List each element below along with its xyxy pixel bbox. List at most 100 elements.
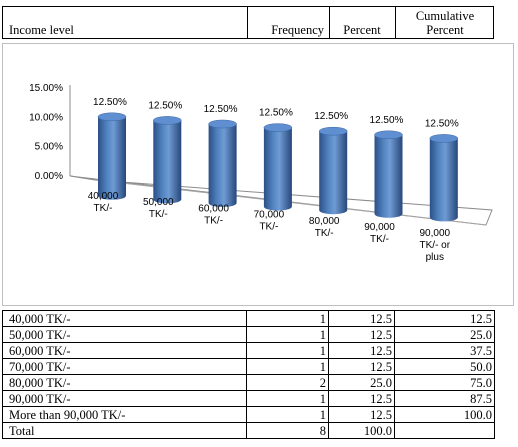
- row-frequency: 1: [246, 342, 329, 359]
- data-label: 12.50%: [204, 104, 238, 115]
- row-cumulative-percent: 75.0: [394, 374, 495, 391]
- row-cumulative-percent: 25.0: [394, 326, 495, 343]
- header-cumulative-line1: Cumulative: [415, 9, 475, 23]
- table-row: 50,000 TK/- 1 12.5 25.0: [2, 326, 495, 343]
- bar-body: [153, 120, 182, 204]
- row-frequency: 1: [246, 310, 329, 327]
- category-label: TK/-: [315, 228, 334, 239]
- row-label: 40,000 TK/-: [2, 310, 247, 327]
- row-cumulative-percent: 50.0: [394, 358, 495, 375]
- category-label: 90,000: [364, 222, 395, 233]
- bar-top: [374, 130, 403, 140]
- row-percent: 12.5: [328, 358, 395, 375]
- category-label: TK/-: [259, 222, 278, 233]
- header-percent-text: Percent: [343, 23, 381, 37]
- frequency-table: 40,000 TK/- 1 12.5 12.5 50,000 TK/- 1 12.5 25.0…: [2, 310, 495, 439]
- row-label: 60,000 TK/-: [2, 342, 247, 359]
- data-label: 12.50%: [148, 100, 182, 111]
- bar-body: [374, 134, 403, 218]
- table-row: Total 8 100.0: [2, 422, 495, 439]
- header-divider: [395, 7, 396, 38]
- table-row: 80,000 TK/- 2 25.0 75.0: [2, 374, 495, 391]
- header-cumulative-line2: Percent: [426, 23, 464, 37]
- row-percent: 25.0: [328, 374, 395, 391]
- row-frequency: 1: [246, 326, 329, 343]
- bar-top: [153, 116, 182, 125]
- category-label: plus: [426, 252, 444, 263]
- row-label: 70,000 TK/-: [2, 358, 247, 375]
- table-row: 40,000 TK/- 1 12.5 12.5: [2, 310, 495, 327]
- y-tick-label: 15.00%: [29, 83, 63, 94]
- income-chart: 0.00%5.00%10.00%15.00%12.50%40,000TK/-12…: [29, 83, 493, 263]
- table-row: 90,000 TK/- 1 12.5 87.5: [2, 390, 495, 407]
- bar: [97, 112, 127, 200]
- table-row: 60,000 TK/- 1 12.5 37.5: [2, 342, 495, 359]
- category-label: 60,000: [198, 203, 229, 214]
- y-tick-label: 0.00%: [35, 171, 63, 182]
- chart-bars: [97, 112, 459, 222]
- bar-top: [429, 134, 459, 143]
- row-frequency: 1: [246, 406, 329, 423]
- row-percent: 12.5: [328, 390, 395, 407]
- row-frequency: 1: [246, 358, 329, 375]
- table-row: 70,000 TK/- 1 12.5 50.0: [2, 358, 495, 375]
- row-cumulative-percent: 87.5: [394, 390, 495, 407]
- row-cumulative-percent: 100.0: [394, 406, 495, 423]
- table-row: More than 90,000 TK/- 1 12.5 100.0: [2, 406, 495, 423]
- header-income-level-text: Income level: [9, 23, 74, 37]
- category-label: 80,000: [309, 216, 340, 227]
- bar-body: [319, 131, 348, 215]
- bar: [153, 116, 182, 204]
- bar: [208, 119, 237, 207]
- bar-top: [263, 123, 293, 132]
- category-label: TK/-: [204, 215, 223, 226]
- header-divider: [329, 7, 330, 38]
- data-label: 12.50%: [314, 111, 348, 122]
- bar: [374, 130, 403, 218]
- bar-top: [97, 112, 127, 122]
- bar-body: [263, 127, 292, 211]
- header-divider: [247, 7, 248, 38]
- row-percent: 100.0: [328, 422, 395, 439]
- chart-container: 0.00% 5.00% 10.00% 15.00% 12.50% 40,000 TK/- 12…: [2, 43, 514, 306]
- row-cumulative-percent: 37.5: [394, 342, 495, 359]
- row-percent: 12.5: [328, 342, 395, 359]
- header-income-level: Income level: [3, 7, 247, 38]
- data-label: 12.50%: [93, 97, 127, 108]
- row-percent: 12.5: [328, 326, 395, 343]
- category-label: 70,000: [254, 210, 285, 221]
- bar: [318, 126, 348, 215]
- table-header: Income level Frequency Percent Cumulativ…: [2, 6, 494, 39]
- y-tick-label: 5.00%: [35, 142, 63, 153]
- row-label: More than 90,000 TK/-: [2, 406, 247, 423]
- frequency-table-body: 40,000 TK/- 1 12.5 12.5 50,000 TK/- 1 12.5 25.0…: [2, 310, 495, 439]
- row-label: Total: [2, 422, 247, 439]
- row-cumulative-percent: [394, 422, 495, 439]
- chart-labels: 0.00%5.00%10.00%15.00%12.50%40,000TK/-12…: [29, 83, 459, 263]
- data-label: 12.50%: [370, 115, 404, 126]
- row-cumulative-percent: 12.5: [394, 310, 495, 327]
- category-label: 40,000: [88, 191, 119, 202]
- bar: [429, 134, 459, 222]
- bar-body: [98, 116, 126, 200]
- row-percent: 12.5: [328, 406, 395, 423]
- category-label: TK/-: [370, 234, 389, 245]
- bar-body: [429, 138, 458, 222]
- bar: [263, 123, 293, 211]
- category-label: 90,000: [420, 228, 451, 239]
- bar-top: [318, 126, 348, 136]
- header-cumulative-percent: Cumulative Percent: [395, 7, 495, 38]
- header-frequency: Frequency: [247, 7, 329, 38]
- y-tick-label: 10.00%: [29, 112, 63, 123]
- row-frequency: 2: [246, 374, 329, 391]
- bar-body: [208, 124, 237, 207]
- row-label: 80,000 TK/-: [2, 374, 247, 391]
- header-percent: Percent: [329, 7, 395, 38]
- bar-top: [208, 119, 237, 129]
- row-label: 90,000 TK/-: [2, 390, 247, 407]
- row-frequency: 1: [246, 390, 329, 407]
- row-label: 50,000 TK/-: [2, 326, 247, 343]
- header-frequency-text: Frequency: [271, 23, 324, 37]
- category-label: TK/-: [94, 203, 113, 214]
- row-percent: 12.5: [328, 310, 395, 327]
